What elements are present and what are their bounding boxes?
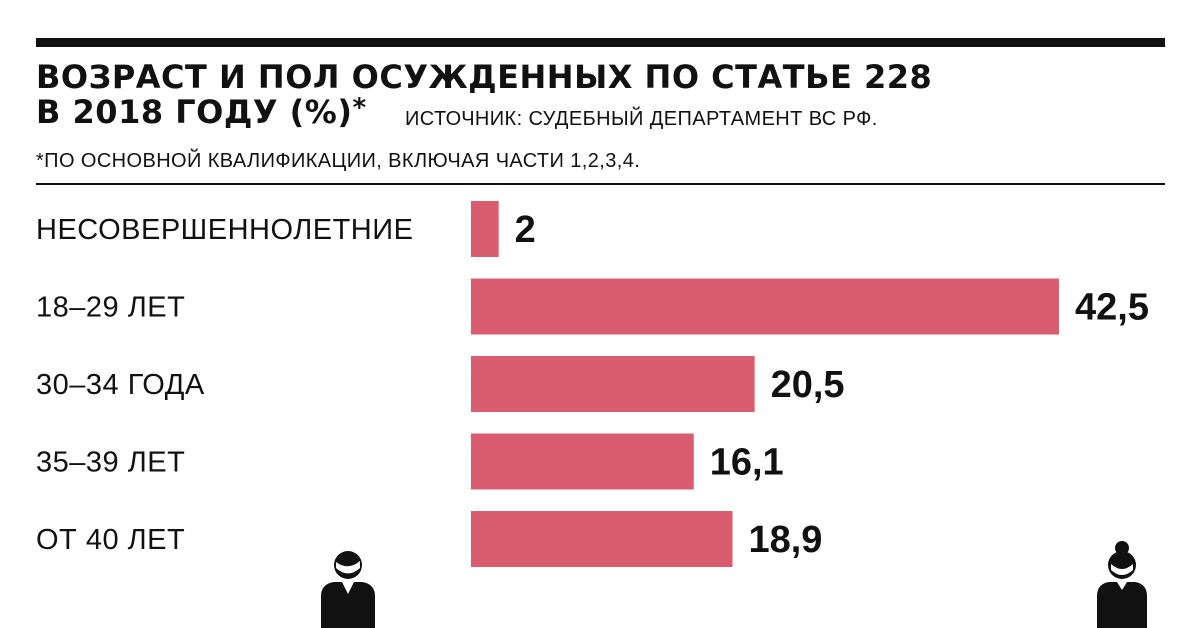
bar-4 bbox=[471, 511, 733, 567]
title-line-2: В 2018 ГОДУ (%) bbox=[36, 93, 353, 131]
value-label-1: 42,5 bbox=[1075, 287, 1149, 329]
bar-1 bbox=[471, 278, 1059, 335]
value-label-2: 20,5 bbox=[771, 364, 845, 406]
chart-title: ВОЗРАСТ И ПОЛ ОСУЖДЕННЫХ ПО СТАТЬЕ 228 В … bbox=[36, 60, 932, 130]
title-line-1: ВОЗРАСТ И ПОЛ ОСУЖДЕННЫХ ПО СТАТЬЕ 228 bbox=[36, 58, 933, 96]
top-rule bbox=[36, 38, 1165, 47]
value-label-4: 18,9 bbox=[748, 519, 822, 561]
value-label-0: 2 bbox=[515, 209, 536, 251]
title-asterisk: * bbox=[352, 93, 367, 123]
bar-2 bbox=[471, 356, 755, 412]
category-label-3: 35–39 ЛЕТ bbox=[36, 447, 185, 479]
male-figure-icon bbox=[321, 551, 375, 628]
bar-0 bbox=[471, 201, 499, 257]
category-label-4: ОТ 40 ЛЕТ bbox=[36, 524, 185, 556]
bar-3 bbox=[471, 433, 694, 490]
footnote: *ПО ОСНОВНОЙ КВАЛИФИКАЦИИ, ВКЛЮЧАЯ ЧАСТИ… bbox=[36, 150, 641, 172]
category-label-2: 30–34 ГОДА bbox=[36, 369, 205, 401]
bar-chart: НЕСОВЕРШЕННОЛЕТНИЕ 2 18–29 ЛЕТ 42,5 30–34 ГО… bbox=[36, 201, 1149, 567]
source-note: ИСТОЧНИК: СУДЕБНЫЙ ДЕПАРТАМЕНТ ВС РФ. bbox=[405, 108, 878, 130]
category-label-0: НЕСОВЕРШЕННОЛЕТНИЕ bbox=[36, 214, 413, 246]
female-figure-icon bbox=[1097, 541, 1147, 628]
value-label-3: 16,1 bbox=[710, 442, 784, 484]
header-divider bbox=[36, 183, 1165, 185]
category-label-1: 18–29 ЛЕТ bbox=[36, 292, 185, 324]
